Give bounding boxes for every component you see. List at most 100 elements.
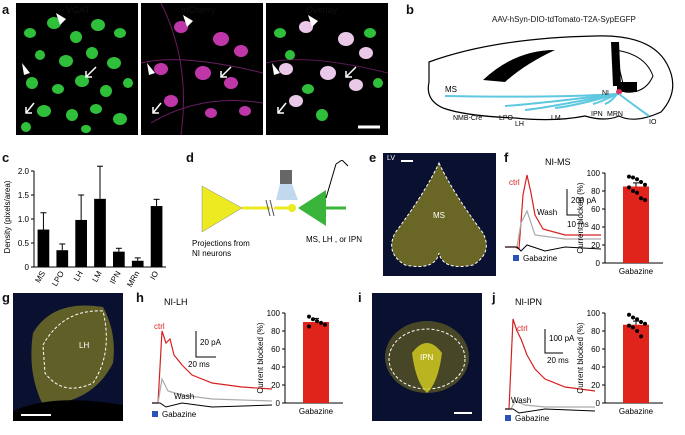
h-drug-label: Gabazine [162, 410, 197, 419]
recording-electrode [611, 42, 621, 86]
ms-histology-image: LV MS [383, 153, 496, 276]
mcherry-cells [141, 3, 263, 135]
ytick-label: 20 [591, 241, 600, 250]
blocked-bar [303, 322, 329, 403]
data-point [643, 198, 647, 202]
f-ctrl-label: ctrl [509, 178, 520, 187]
data-point [639, 320, 643, 324]
ytick-label: 0 [596, 259, 601, 268]
data-point [635, 177, 639, 182]
ytick-label: 60 [591, 345, 600, 354]
j-drug-label: Gabazine [515, 414, 550, 423]
data-point [635, 317, 639, 322]
ytick-label: 0 [596, 399, 601, 408]
bar-xlabel: Gabazine [299, 407, 334, 416]
c-category-label: LPO [50, 270, 66, 288]
panel-c-label: c [2, 150, 10, 165]
brain-sagittal-diagram: MS LPO LH LM IPN MRN NI IO NMB-Cre [427, 35, 674, 128]
vgat-cells [21, 13, 133, 133]
bar-xlabel: Gabazine [619, 407, 654, 416]
bar-ylabel: Current blocked (%) [256, 322, 265, 393]
f-scale-y: 200 pA [571, 196, 597, 205]
data-point [627, 323, 631, 328]
vgat-title: VGAT [66, 5, 90, 15]
h-title: NI-LH [164, 297, 188, 307]
lh-region-label: LH [79, 341, 90, 350]
j-scale-y: 100 pA [549, 334, 575, 343]
panel-i-label: i [358, 290, 362, 305]
j-scale-x: 20 ms [547, 356, 569, 365]
ni-lh-traces: NI-LH ctrl Wash Gabazine 20 pA 20 ms [152, 297, 273, 419]
d-left-caption-2: NI neurons [192, 249, 231, 258]
c-category-label: IO [148, 270, 160, 282]
ytick-label: 60 [271, 345, 280, 354]
label-lh: LH [515, 121, 524, 128]
j-drug-marker [505, 415, 511, 421]
f-drug-label: Gabazine [523, 254, 558, 263]
data-point [627, 312, 631, 317]
recording-schematic: Projections from NI neurons MS, LH , or … [192, 160, 362, 258]
ni-lh-bar-chart: 0 20 40 60 80 100 Gabazine Current blocked (%) [256, 309, 343, 416]
overlay-image: Overlay [266, 3, 388, 135]
ventricle-shape [483, 50, 555, 82]
label-lpo: LPO [499, 115, 514, 122]
j-ctrl-label: ctrl [517, 324, 528, 333]
ytick-label: 100 [587, 309, 601, 318]
bar-ylabel: Current blocked (%) [576, 182, 585, 253]
bar-xlabel: Gabazine [619, 267, 654, 276]
f-title: NI-MS [545, 157, 571, 167]
target-neuron [298, 190, 326, 226]
c-bar [75, 219, 87, 267]
c-bar [94, 198, 106, 267]
j-title: NI-IPN [515, 297, 542, 307]
panel-b-label: b [406, 2, 414, 17]
data-point [627, 174, 631, 179]
panel-j-label: j [492, 290, 496, 305]
j-wash-label: Wash [511, 396, 531, 405]
panel-g-label: g [2, 290, 10, 305]
ni-ipn-traces: NI-IPN ctrl Wash Gabazine 100 pA 20 ms [505, 297, 596, 423]
d-left-caption-1: Projections from [192, 239, 250, 248]
ni-ms-bar-chart: 0 20 40 60 80 100 Gabazine Current blocked (%) [576, 169, 663, 276]
data-point [639, 196, 643, 201]
ytick-label: 100 [587, 169, 601, 178]
ytick-label: 80 [271, 327, 280, 336]
ytick-label: 40 [271, 363, 280, 372]
data-point [323, 322, 327, 327]
bar-ylabel: Current blocked (%) [576, 322, 585, 393]
data-point [631, 189, 635, 193]
data-point [639, 180, 643, 184]
mcherry-image: mCherry [141, 3, 263, 135]
injection-site [616, 89, 622, 95]
label-ni: NI [602, 90, 609, 97]
blocked-bar [623, 324, 649, 403]
ytick-label: 80 [591, 187, 600, 196]
data-point [635, 190, 639, 195]
led-light [280, 170, 292, 184]
panel-d-label: d [186, 150, 194, 165]
c-bar [113, 251, 125, 267]
data-point [631, 315, 635, 320]
h-scale-y: 20 pA [200, 338, 222, 347]
data-point [307, 314, 311, 319]
overlay-cells [266, 15, 388, 129]
c-ytick-label: 1.0 [18, 215, 30, 224]
c-ytick-label: 0 [25, 263, 30, 272]
data-point [631, 325, 635, 330]
ytick-label: 40 [591, 223, 600, 232]
data-point [311, 317, 315, 322]
data-point [643, 182, 647, 187]
ytick-label: 60 [591, 205, 600, 214]
density-ylabel: Density (pixels/area) [3, 180, 12, 253]
f-scale-x: 10 ms [567, 220, 589, 229]
panel-a-label: a [2, 2, 10, 17]
label-ipn: IPN [591, 111, 603, 118]
ni-region [617, 82, 637, 92]
data-point [635, 329, 639, 333]
d-right-caption: MS, LH , or IPN [306, 235, 362, 244]
c-bar [37, 229, 50, 267]
f-drug-marker [513, 255, 519, 261]
c-category-label: LM [90, 269, 104, 283]
c-category-label: LH [72, 269, 85, 283]
panel-e-label: e [369, 150, 377, 165]
